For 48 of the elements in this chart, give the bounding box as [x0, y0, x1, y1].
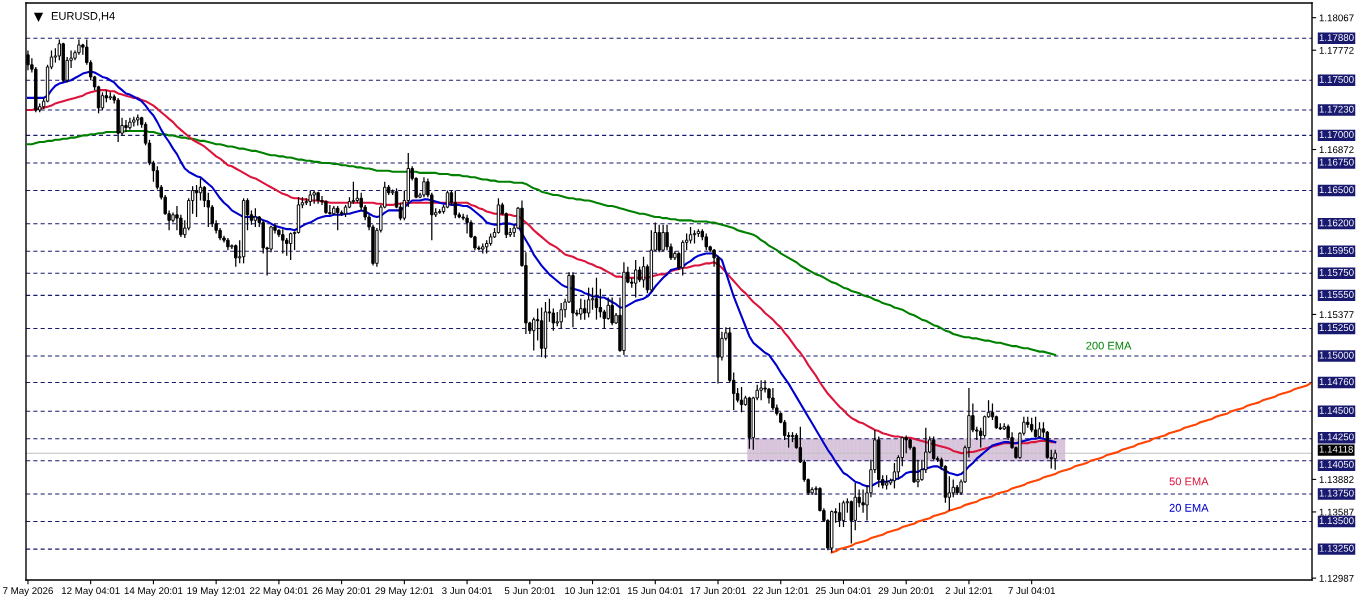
x-tick-label: 19 May 12:01 — [187, 587, 246, 597]
ref-line-label: 1.14250 — [1319, 433, 1354, 441]
x-tick-label: 25 Jun 04:01 — [815, 587, 872, 595]
ref-line-label: 1.13750 — [1319, 489, 1354, 497]
ref-line-label: 1.17880 — [1319, 34, 1354, 41]
ref-line-label: 1.15750 — [1319, 269, 1354, 276]
ref-line-label: 1.17500 — [1319, 75, 1354, 83]
y-tick-label: 1.12987 — [1319, 574, 1354, 582]
x-tick-label: 29 May 12:01 — [375, 587, 434, 597]
text: 20 EMA — [1169, 503, 1209, 512]
ref-line-label: 1.16200 — [1319, 219, 1354, 227]
x-tick-label: 22 May 04:01 — [249, 587, 308, 597]
ref-line-label: 1.15000 — [1319, 351, 1354, 359]
y-tick-label: 1.15377 — [1319, 311, 1354, 319]
x-tick-label: 26 May 20:01 — [312, 587, 371, 597]
x-tick-label: 14 May 20:01 — [124, 587, 183, 597]
ref-line-label: 1.14118 — [1319, 445, 1353, 453]
text: 50 EMA — [1169, 477, 1209, 486]
y-tick-label: 1.17772 — [1319, 46, 1354, 54]
ref-line-label: 1.15250 — [1319, 324, 1354, 332]
text: EURUSD,H4 — [51, 12, 115, 22]
ref-line-label: 1.14760 — [1319, 378, 1354, 386]
ref-line-label: 1.13250 — [1319, 544, 1354, 552]
y-tick-label: 1.13587 — [1319, 508, 1354, 516]
x-tick-label: 17 Jun 20:01 — [690, 587, 746, 595]
y-tick-label: 1.13882 — [1319, 476, 1354, 483]
ref-line-label: 1.14500 — [1319, 406, 1354, 414]
x-tick-label: 15 Jun 04:01 — [627, 587, 683, 595]
ref-line-label: 1.14050 — [1319, 460, 1354, 468]
x-tick-label: 2 Jul 12:01 — [945, 586, 993, 595]
text: 200 EMA — [1086, 341, 1132, 350]
ref-line-label: 1.13500 — [1319, 517, 1354, 525]
x-tick-label: 3 Jun 04:01 — [442, 587, 493, 595]
ref-line-label: 1.16750 — [1319, 158, 1354, 166]
x-tick-label: 12 May 04:01 — [61, 587, 120, 597]
ref-line-label: 1.17230 — [1319, 105, 1354, 113]
x-tick-label: 10 Jun 12:01 — [565, 587, 621, 595]
ref-line-label: 1.15550 — [1319, 291, 1354, 298]
x-tick-label: 22 Jun 12:01 — [753, 587, 809, 595]
ref-line-label: 1.16500 — [1319, 186, 1354, 194]
ref-line-label: 1.17000 — [1319, 131, 1354, 138]
x-tick-label: 5 Jun 20:01 — [504, 587, 555, 595]
y-tick-label: 1.18067 — [1319, 14, 1354, 22]
x-tick-label: 7 May 2026 — [3, 587, 53, 597]
x-tick-label: 7 Jul 04:01 — [1008, 586, 1055, 595]
y-tick-label: 1.16872 — [1319, 146, 1354, 154]
x-tick-label: 29 Jun 20:01 — [878, 587, 934, 595]
ref-line-label: 1.15950 — [1319, 246, 1354, 254]
